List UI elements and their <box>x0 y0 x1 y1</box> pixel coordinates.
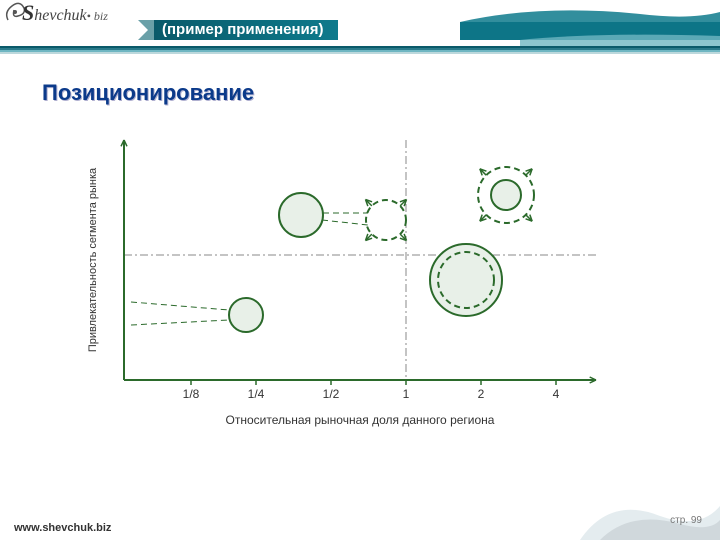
logo-main: hevchuk <box>34 7 86 24</box>
svg-text:2: 2 <box>478 387 485 401</box>
svg-text:1/2: 1/2 <box>323 387 340 401</box>
svg-text:1: 1 <box>403 387 410 401</box>
logo-suffix: • biz <box>87 9 108 23</box>
footer-page: стр. 99 <box>670 515 702 526</box>
svg-text:Относительная рыночная доля да: Относительная рыночная доля данного реги… <box>226 413 495 427</box>
svg-text:Привлекательность сегмента рын: Привлекательность сегмента рынка <box>87 167 99 352</box>
footer-url: www.shevchuk.biz <box>14 522 111 534</box>
slide: Shevchuk• biz (пример применения) Позици… <box>0 0 720 540</box>
header-title: (пример применения) <box>154 20 338 40</box>
title-bar: (пример применения) <box>138 20 338 40</box>
header-right-deco-icon <box>460 0 720 46</box>
section-title: Позиционирование Позиционирование <box>42 80 254 106</box>
title-bar-lead-icon <box>138 20 154 40</box>
footer-deco-icon <box>570 486 720 540</box>
header: Shevchuk• biz (пример применения) <box>0 0 720 46</box>
svg-text:4: 4 <box>553 387 560 401</box>
svg-text:1/8: 1/8 <box>183 387 200 401</box>
positioning-chart: 1/8 1/4 1/2 1 2 4 Относительная рыночная доля … <box>76 120 636 450</box>
logo: Shevchuk• biz <box>22 0 108 26</box>
footer: www.shevchuk.biz стр. 99 <box>0 512 720 540</box>
svg-text:1/4: 1/4 <box>248 387 265 401</box>
divider <box>0 46 720 54</box>
